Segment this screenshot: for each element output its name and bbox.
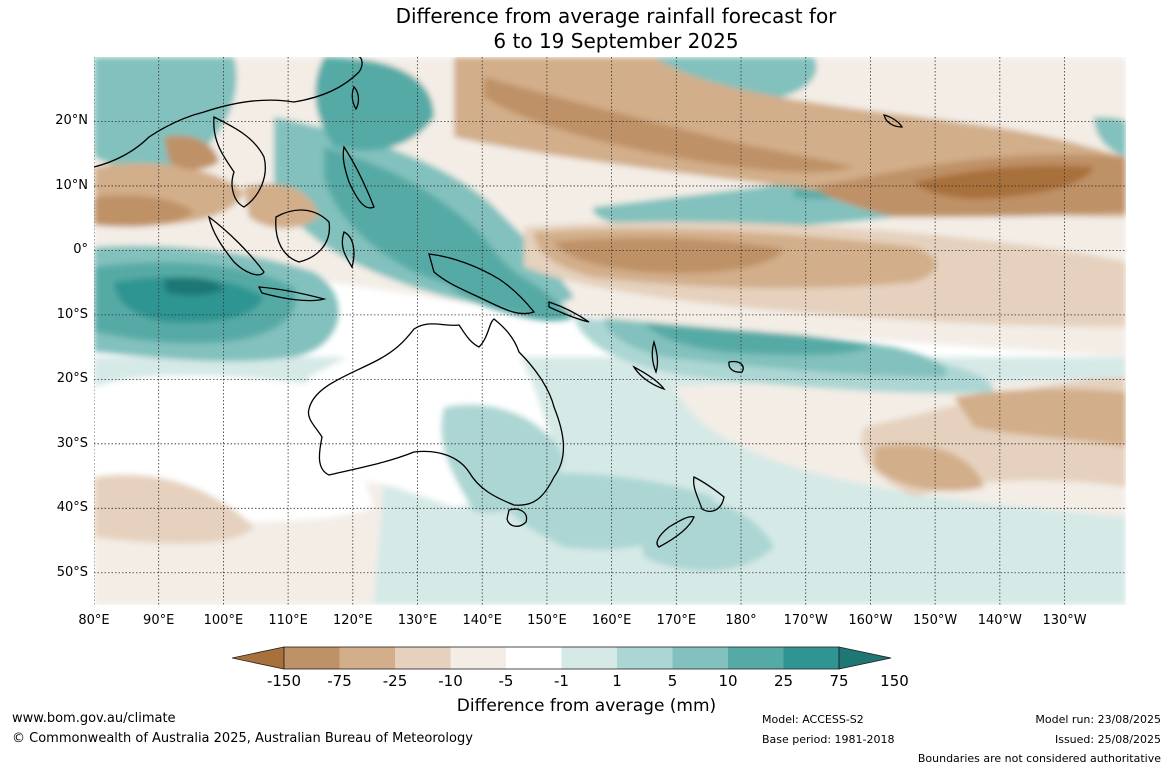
- field-nz-teal: [634, 494, 774, 571]
- tasmania-coastline: [506, 508, 528, 527]
- lon-label: 150°W: [913, 613, 958, 628]
- lon-label: 80°E: [78, 613, 110, 628]
- colorbar: [232, 646, 892, 670]
- field-southeast-brown-2: [874, 444, 984, 491]
- colorbar-segment: [339, 647, 395, 669]
- field-north-east-brown-dark: [914, 165, 1094, 199]
- colorbar-tick-label: -25: [382, 672, 408, 690]
- field-indian-teal-darkest: [164, 277, 224, 296]
- lat-label: 50°S: [56, 564, 88, 580]
- footer-website[interactable]: www.bom.gov.au/climate: [12, 711, 176, 726]
- colorbar-tick-label: 25: [773, 672, 794, 690]
- colorbar-tick-label: 1: [612, 672, 622, 690]
- colorbar-segment: [506, 647, 562, 669]
- lat-label: 30°S: [56, 435, 88, 451]
- footer-base-period: Base period: 1981-2018: [762, 733, 895, 746]
- colorbar-segment: [561, 647, 617, 669]
- lat-label: 10°S: [56, 306, 88, 322]
- lon-label: 150°E: [527, 613, 567, 628]
- lon-label: 100°E: [203, 613, 244, 628]
- colorbar-segment: [672, 647, 728, 669]
- lon-label: 160°W: [848, 613, 893, 628]
- colorbar-tick-label: 150: [880, 672, 909, 690]
- graticule: [94, 57, 1126, 605]
- field-pacific-teal-belt-dark: [644, 322, 874, 356]
- taiwan-coastline: [351, 85, 360, 111]
- field-indian-teal-dark: [114, 277, 264, 323]
- lon-label: 160°E: [591, 613, 632, 628]
- field-bay-bengal-brown: [164, 135, 219, 170]
- lon-label: 170°W: [783, 613, 828, 628]
- colorbar-segment: [395, 647, 451, 669]
- new-zealand-south-coastline: [656, 515, 695, 548]
- new-guinea-coastline: [428, 253, 536, 315]
- borneo-coastline: [275, 209, 331, 263]
- footer-issued: Issued: 25/08/2025: [1054, 733, 1161, 746]
- lon-label: 110°E: [268, 613, 308, 628]
- colorbar-segment: [617, 647, 673, 669]
- lon-label: 170°E: [656, 613, 697, 628]
- title-line-2: 6 to 19 September 2025: [493, 29, 739, 53]
- java-coastline: [257, 286, 327, 302]
- lat-label: 40°S: [56, 500, 88, 516]
- map-title: Difference from average rainfall forecas…: [0, 4, 1173, 54]
- colorbar-segment: [450, 647, 506, 669]
- new-caledonia-coastline: [632, 365, 666, 391]
- rainfall-map: [94, 57, 1126, 605]
- field-north-brown-band: [484, 77, 854, 173]
- colorbar-segment: [284, 647, 340, 669]
- footer-model-run: Model run: 23/08/2025: [1035, 713, 1161, 726]
- field-southeast-brown: [954, 388, 1126, 447]
- anomaly-fields: [94, 57, 1126, 605]
- field-ne-teal: [1094, 117, 1126, 157]
- fiji-coastline: [728, 360, 744, 373]
- field-southwest-tan: [94, 474, 254, 544]
- solomon-coastline: [548, 301, 590, 323]
- coastlines: [94, 57, 904, 548]
- colorbar-tick-label: -75: [327, 672, 352, 690]
- colorbar-tick-label: -10: [438, 672, 463, 690]
- colorbar-extend-high: [838, 646, 892, 670]
- field-west-brown-dark: [94, 195, 194, 227]
- colorbar-segment: [728, 647, 784, 669]
- lat-label: 10°N: [55, 177, 88, 193]
- indochina-coastline: [213, 115, 266, 208]
- title-line-1: Difference from average rainfall forecas…: [395, 4, 837, 28]
- lon-label: 180°: [725, 613, 757, 628]
- colorbar-tick-label: -5: [498, 672, 514, 690]
- asia-coastline: [94, 57, 363, 168]
- lon-label: 140°W: [977, 613, 1022, 628]
- lon-label: 140°E: [462, 613, 502, 628]
- philippines-coastline: [342, 145, 375, 209]
- footer-model: Model: ACCESS-S2: [762, 713, 864, 726]
- colorbar-extend-low: [232, 646, 285, 670]
- footer-disclaimer: Boundaries are not considered authoritat…: [917, 752, 1161, 765]
- field-png-teal: [433, 247, 574, 322]
- colorbar-label: Difference from average (mm): [456, 696, 717, 716]
- new-zealand-north-coastline: [692, 476, 725, 512]
- colorbar-tick-label: -1: [554, 672, 569, 690]
- colorbar-tick-label: 10: [718, 672, 738, 690]
- sumatra-coastline: [208, 215, 265, 276]
- field-scs-brown: [244, 183, 319, 229]
- footer-copyright: © Commonwealth of Australia 2025, Austra…: [12, 731, 473, 746]
- colorbar-frame: [283, 646, 840, 670]
- colorbar-tick-label: -150: [266, 672, 302, 690]
- lon-label: 120°E: [333, 613, 373, 628]
- field-north-teal: [315, 57, 434, 151]
- colorbar-tick-label: 5: [667, 672, 678, 690]
- lat-label: 20°S: [56, 371, 88, 387]
- lat-label: 20°N: [55, 113, 88, 129]
- vanuatu-coastline: [651, 339, 659, 374]
- lon-label: 90°E: [143, 613, 175, 628]
- colorbar-segment: [783, 647, 839, 669]
- australia-coastline: [307, 318, 565, 506]
- map-svg: [94, 57, 1126, 605]
- lon-label: 130°W: [1042, 613, 1087, 628]
- lon-label: 130°E: [397, 613, 438, 628]
- sulawesi-coastline: [341, 231, 355, 269]
- hawaii-coastline: [883, 114, 904, 128]
- lat-label: 0°: [73, 242, 88, 258]
- colorbar-tick-label: 75: [829, 672, 849, 690]
